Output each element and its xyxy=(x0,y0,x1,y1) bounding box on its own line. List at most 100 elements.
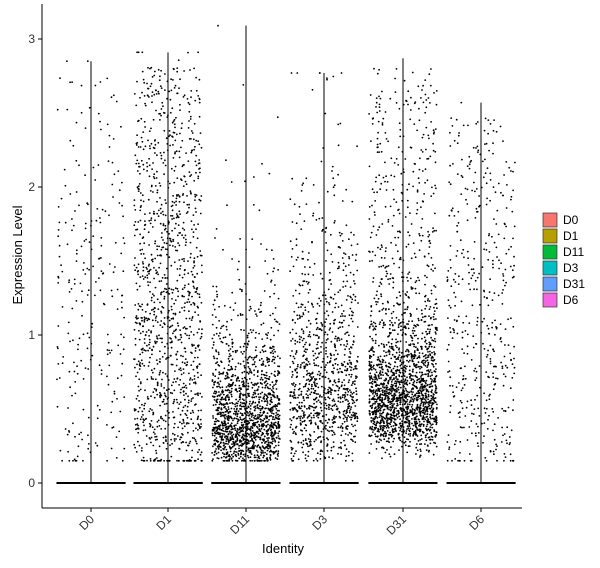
data-point xyxy=(151,258,154,261)
data-point xyxy=(183,286,186,289)
data-point xyxy=(184,284,186,287)
data-point xyxy=(342,269,345,272)
data-point xyxy=(272,312,274,315)
data-point xyxy=(185,317,188,320)
data-point xyxy=(196,356,199,359)
data-point xyxy=(266,420,269,423)
data-point xyxy=(58,377,61,379)
data-point xyxy=(122,348,125,351)
data-point xyxy=(268,360,271,363)
data-point xyxy=(332,445,335,448)
data-point xyxy=(236,439,239,442)
data-point xyxy=(182,372,185,374)
data-point xyxy=(149,458,152,460)
data-point xyxy=(275,388,278,390)
data-point xyxy=(102,272,105,275)
data-point xyxy=(191,228,193,231)
data-point xyxy=(137,428,140,430)
data-point xyxy=(239,449,242,452)
data-point xyxy=(263,374,266,376)
data-point xyxy=(221,325,223,328)
data-point xyxy=(159,119,161,121)
data-point xyxy=(302,355,304,358)
data-point xyxy=(215,426,218,429)
data-point xyxy=(239,387,242,390)
data-point xyxy=(151,260,154,263)
data-point xyxy=(262,451,264,454)
data-point xyxy=(162,400,165,403)
data-point xyxy=(83,262,85,264)
data-point xyxy=(229,333,231,336)
data-point xyxy=(138,338,141,341)
data-point xyxy=(241,381,243,383)
data-point xyxy=(225,438,228,440)
data-point xyxy=(177,407,180,410)
data-point xyxy=(217,445,220,447)
data-point xyxy=(176,350,179,353)
data-point xyxy=(161,337,164,340)
data-point xyxy=(239,404,242,406)
data-point xyxy=(175,213,178,215)
data-point xyxy=(346,343,349,345)
data-point xyxy=(190,151,193,154)
data-point xyxy=(345,412,347,415)
data-point xyxy=(77,348,79,351)
data-point xyxy=(164,199,167,201)
data-point xyxy=(247,412,249,414)
data-point xyxy=(185,238,187,241)
data-point xyxy=(159,337,162,340)
data-point xyxy=(253,356,256,359)
data-point xyxy=(319,453,322,455)
data-point xyxy=(177,242,180,245)
data-point xyxy=(225,159,227,162)
data-point xyxy=(136,371,139,374)
data-point xyxy=(150,185,153,188)
data-point xyxy=(339,343,342,346)
data-point xyxy=(217,451,220,454)
data-point xyxy=(160,212,162,215)
data-point xyxy=(258,423,260,426)
data-point xyxy=(142,200,145,203)
data-point xyxy=(148,347,151,349)
data-point xyxy=(162,105,164,108)
data-point xyxy=(260,452,263,454)
data-point xyxy=(143,81,146,84)
data-point xyxy=(333,184,336,187)
data-point xyxy=(72,224,75,227)
data-point xyxy=(172,317,175,320)
data-point xyxy=(191,345,194,347)
data-point xyxy=(301,315,303,318)
data-point xyxy=(223,448,225,451)
data-point xyxy=(325,226,328,229)
data-point xyxy=(256,445,259,447)
data-point xyxy=(136,159,139,162)
data-point xyxy=(277,444,280,447)
data-point xyxy=(180,127,183,130)
data-point xyxy=(137,190,140,193)
data-point xyxy=(187,401,190,404)
data-point xyxy=(57,275,60,278)
data-point xyxy=(192,138,195,141)
data-point xyxy=(147,349,150,352)
data-point xyxy=(142,414,144,416)
data-point xyxy=(224,389,227,392)
data-point xyxy=(213,443,216,446)
data-point xyxy=(192,267,195,269)
data-point xyxy=(240,405,243,408)
data-point xyxy=(241,314,244,316)
data-point xyxy=(225,325,228,328)
data-point xyxy=(231,338,234,341)
data-point xyxy=(220,327,222,330)
data-point xyxy=(159,391,161,394)
data-point xyxy=(236,415,239,418)
data-point xyxy=(187,160,190,163)
data-point xyxy=(164,427,167,430)
data-point xyxy=(135,316,137,319)
data-point xyxy=(99,221,102,224)
data-point xyxy=(192,368,195,371)
data-point xyxy=(237,376,239,379)
data-point xyxy=(144,145,147,148)
data-point xyxy=(177,59,180,62)
data-point xyxy=(163,317,166,319)
data-point xyxy=(258,398,261,401)
